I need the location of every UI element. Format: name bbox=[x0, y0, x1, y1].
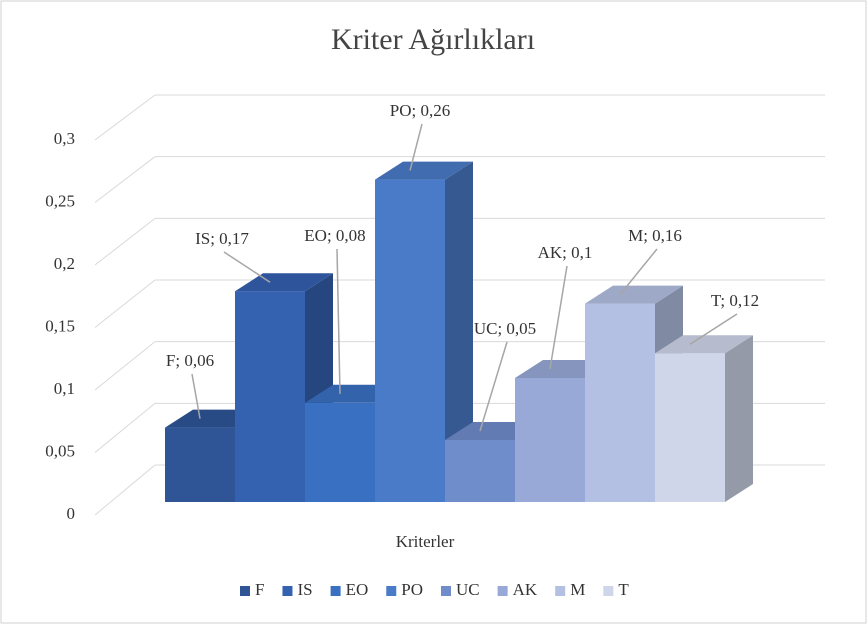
y-tick-label: 0,15 bbox=[45, 316, 75, 335]
legend-label: M bbox=[570, 580, 585, 599]
legend-label: T bbox=[618, 580, 629, 599]
legend-swatch bbox=[240, 586, 250, 596]
chart-title: Kriter Ağırlıkları bbox=[331, 23, 535, 56]
grid-line bbox=[94, 94, 156, 141]
y-tick-label: 0,2 bbox=[54, 254, 75, 273]
bar bbox=[305, 402, 375, 502]
bar bbox=[375, 179, 445, 502]
y-tick-label: 0,1 bbox=[54, 379, 75, 398]
grid-line bbox=[94, 341, 156, 391]
data-label: IS; 0,17 bbox=[195, 229, 249, 248]
data-label: F; 0,06 bbox=[166, 351, 214, 370]
legend-label: PO bbox=[401, 580, 423, 599]
legend-label: AK bbox=[513, 580, 538, 599]
legend-swatch bbox=[441, 586, 451, 596]
y-tick-label: 0,3 bbox=[54, 129, 75, 148]
legend-swatch bbox=[603, 586, 614, 596]
bar bbox=[165, 427, 235, 502]
legend-swatch bbox=[555, 586, 566, 596]
leader-line bbox=[619, 248, 658, 296]
grid-line bbox=[94, 279, 156, 328]
leader-line bbox=[191, 373, 201, 419]
bar bbox=[445, 440, 515, 502]
legend-label: UC bbox=[456, 580, 480, 599]
bar bbox=[655, 353, 725, 502]
leader-line bbox=[689, 313, 738, 345]
data-label: AK; 0,1 bbox=[538, 243, 593, 262]
bar bbox=[235, 291, 305, 502]
leader-line bbox=[479, 341, 508, 432]
data-label: EO; 0,08 bbox=[304, 226, 365, 245]
data-label: T; 0,12 bbox=[711, 291, 759, 310]
leader-line bbox=[549, 265, 568, 370]
leader-line bbox=[409, 123, 423, 171]
bar-top bbox=[655, 335, 753, 354]
grid-line bbox=[94, 156, 156, 203]
data-label: M; 0,16 bbox=[628, 226, 682, 245]
bar bbox=[585, 303, 655, 502]
y-tick-label: 0,25 bbox=[45, 191, 75, 210]
legend-swatch bbox=[330, 586, 341, 596]
legend-swatch bbox=[282, 586, 293, 596]
leader-line bbox=[336, 248, 341, 394]
legend-label: EO bbox=[346, 580, 369, 599]
bar-top bbox=[375, 161, 473, 180]
grid-line bbox=[94, 217, 156, 266]
x-axis-label: Kriterler bbox=[396, 532, 455, 551]
grid-line bbox=[94, 402, 156, 453]
bar-top bbox=[235, 273, 333, 292]
legend-label: IS bbox=[297, 580, 312, 599]
leader-line bbox=[223, 251, 271, 283]
y-tick-label: 0 bbox=[67, 504, 76, 523]
bar-side bbox=[445, 161, 473, 502]
legend-label: F bbox=[255, 580, 264, 599]
y-tick-label: 0,05 bbox=[45, 441, 75, 460]
bar bbox=[515, 378, 585, 502]
grid-line bbox=[94, 464, 156, 516]
legend-swatch bbox=[386, 586, 397, 596]
legend-swatch bbox=[497, 586, 508, 596]
bar-top bbox=[585, 285, 683, 304]
data-label: PO; 0,26 bbox=[390, 101, 450, 120]
data-label: UC; 0,05 bbox=[474, 319, 536, 338]
bar-side bbox=[725, 335, 753, 502]
